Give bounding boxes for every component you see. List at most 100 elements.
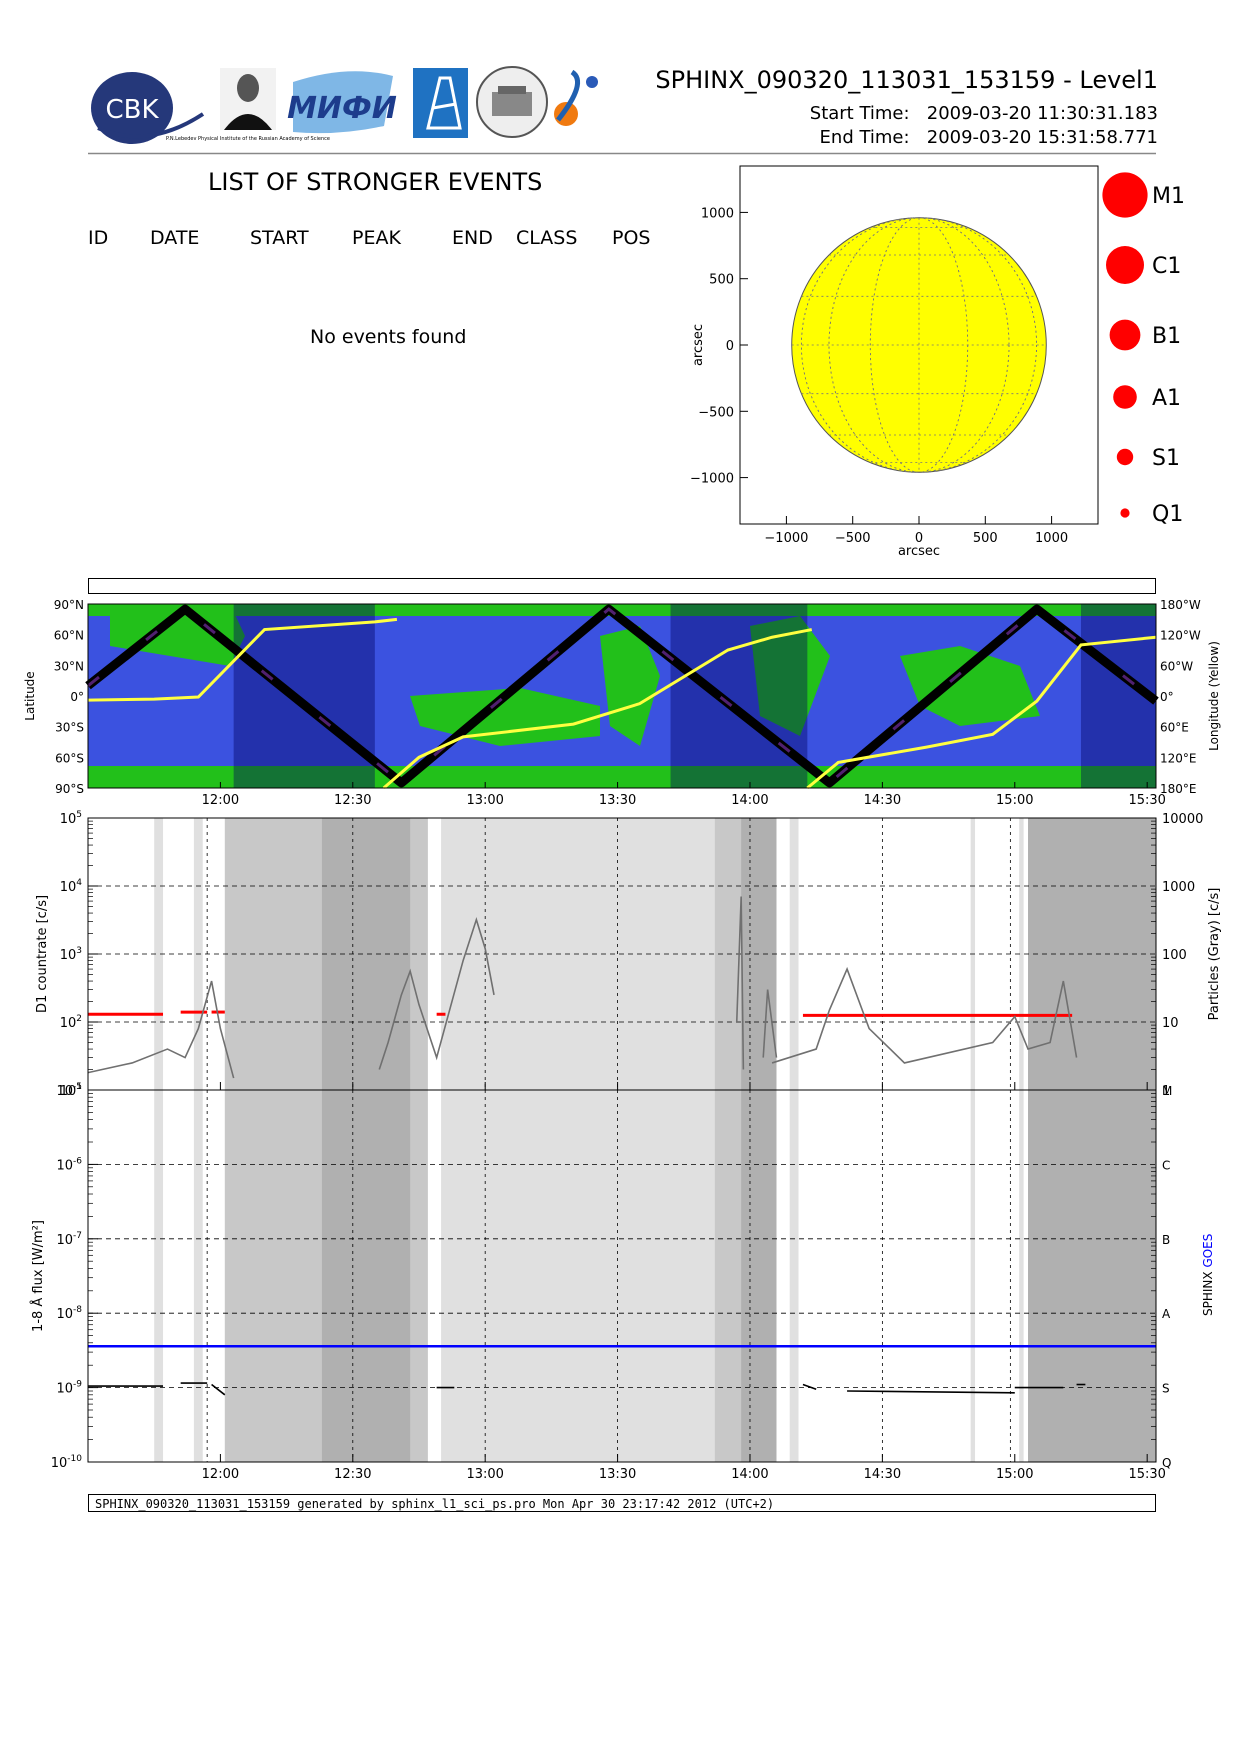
map-land-3 [750, 616, 830, 736]
col-start: START [250, 227, 309, 249]
flux-class-label-2: A [1162, 1307, 1171, 1321]
lat-tick-label-4: 30°S [55, 721, 84, 735]
d1-ylabel: D1 countrate [c/s] [35, 895, 50, 1013]
start-time-row: Start Time: 2009-03-20 11:30:31.183 [810, 102, 1158, 126]
flux-xtick-label-4: 14:00 [731, 1467, 768, 1482]
flux-shade-light-5 [970, 1090, 976, 1462]
lon-tick-label-5: 120°E [1160, 751, 1197, 765]
flux-class-label-0: Q [1162, 1456, 1171, 1470]
map-xtick-label-7: 15:30 [1128, 793, 1165, 808]
flux-shade-dark-2 [1028, 1090, 1156, 1462]
lat-tick-label-2: 30°N [54, 659, 84, 673]
flux-legend: SPHINX GOES [1201, 1234, 1215, 1316]
map-frame [87, 603, 1157, 789]
sun-ytick-label-1: −500 [698, 405, 734, 420]
d1-series-particles-2 [735, 896, 745, 1070]
d1-shade-light-6 [1019, 818, 1024, 1090]
flux-ytick-label-4: 10-6 [56, 1156, 82, 1173]
lat-tick-label-3: 0° [70, 690, 84, 704]
flux-xtick-label-0: 12:00 [202, 1467, 239, 1482]
lebedev-portrait: P.N.Lebedev Physical Institute of the Ru… [166, 68, 330, 142]
mifi-logo: МИФИ [287, 71, 397, 134]
d1-ytick-label-3: 104 [60, 878, 83, 895]
flux-class-label-1: S [1162, 1382, 1170, 1396]
flux-frame [87, 1089, 1157, 1463]
class-legend-marks: M1 C1 B1 A1 S1 Q1 [1102, 172, 1185, 527]
flux-shade-light-1 [193, 1090, 203, 1462]
d1-shade-light-0 [154, 818, 164, 1090]
longitude-track-0 [87, 617, 398, 702]
lon-tick-label-3: 0° [1160, 690, 1174, 704]
lat-tick-label-6: 90°S [55, 782, 84, 796]
col-pos: POS [612, 227, 651, 249]
map-eclipse-0 [233, 604, 375, 788]
map-ylabel-right: Longitude (Yellow) [1207, 641, 1221, 751]
legend-marker-b1 [1109, 319, 1141, 351]
mifi-logo-text: МИФИ [287, 91, 397, 126]
legend-label-m1: M1 [1152, 184, 1185, 209]
d1-ytick-label-0: 101 [60, 1082, 82, 1099]
sword-logo [413, 68, 468, 138]
flux-xtick-label-1: 12:30 [334, 1467, 371, 1482]
cbk-logo-sub: PAN [168, 81, 184, 90]
flux-series-sphinx-5 [847, 1390, 1015, 1394]
sun-xtick-label-3: 500 [973, 531, 998, 546]
start-time-value: 2009-03-20 11:30:31.183 [926, 103, 1158, 124]
sun-xtick-label-2: 0 [915, 531, 923, 546]
flux-shade-dark-0 [321, 1090, 411, 1462]
lebedev-caption: P.N.Lebedev Physical Institute of the Ru… [166, 136, 330, 142]
flux-shade-dark-1 [741, 1090, 777, 1462]
lon-tick-label-4: 60°E [1160, 721, 1189, 735]
flux-xtick-label-2: 13:00 [466, 1467, 503, 1482]
sun-ytick-label-3: 500 [709, 273, 734, 288]
legend-marker-m1 [1102, 172, 1148, 218]
flux-class-label-3: B [1162, 1233, 1170, 1247]
d1-ytick-label-4: 105 [60, 810, 82, 827]
lon-tick-label-1: 120°W [1160, 629, 1201, 643]
end-time-label: End Time: [819, 127, 910, 148]
time-range: Start Time: 2009-03-20 11:30:31.183 End … [810, 102, 1158, 150]
legend-label-a1: A1 [1152, 386, 1181, 411]
class-legend: M1 C1 B1 A1 S1 Q1 [1100, 165, 1240, 545]
flux-xtick-label-7: 15:30 [1128, 1467, 1165, 1482]
map-eclipse-1 [670, 604, 808, 788]
map-xtick-label-6: 15:00 [996, 793, 1033, 808]
flux-legend-sphinx: SPHINX [1201, 1271, 1215, 1316]
d1-ylabel-right: Particles (Gray) [c/s] [1207, 888, 1222, 1021]
d1-ytick-label-2: 103 [60, 946, 82, 963]
sun-xtick-label-0: −1000 [764, 531, 808, 546]
flux-ytick-label-0: 10-10 [51, 1454, 83, 1471]
col-class: CLASS [516, 227, 578, 249]
footer-credit: SPHINX_090320_113031_153159 generated by… [88, 1494, 1156, 1512]
col-peak: PEAK [352, 227, 401, 249]
col-date: DATE [150, 227, 200, 249]
d1-ytick-label-1: 102 [60, 1014, 82, 1031]
sun-map-xlabel: arcsec [898, 544, 940, 559]
legend-label-c1: C1 [1152, 254, 1181, 279]
map-ylabel-left: Latitude [23, 671, 37, 720]
map-xtick-label-1: 12:30 [334, 793, 371, 808]
d1-ytick-right-2: 100 [1162, 948, 1187, 963]
seal-logo [476, 66, 548, 138]
d1-ytick-right-0: 1 [1162, 1084, 1170, 1099]
sun-ytick-label-2: 0 [726, 339, 734, 354]
sun-map-ylabel: arcsec [691, 324, 706, 366]
flux-class-label-5: M [1162, 1084, 1172, 1098]
no-events-message: No events found [310, 326, 467, 348]
flux-ytick-label-2: 10-8 [56, 1305, 82, 1322]
d1-ytick-right-1: 10 [1162, 1016, 1179, 1031]
d1-ytick-right-4: 10000 [1162, 812, 1203, 827]
legend-label-s1: S1 [1152, 446, 1180, 471]
cbk-logo-text: CBK [105, 95, 159, 125]
flux-ytick-label-5: 10-5 [56, 1082, 82, 1099]
events-title: LIST OF STRONGER EVENTS [208, 168, 543, 196]
col-end: END [452, 227, 493, 249]
flux-xtick-label-6: 15:00 [996, 1467, 1033, 1482]
flux-shade-light-3 [441, 1090, 715, 1462]
lon-tick-label-2: 60°W [1160, 659, 1193, 673]
d1-countrate-panel: 101 102 103 104 105 1 10 100 1000 10000 D1 countra… [35, 810, 1222, 1099]
map-land-4 [900, 646, 1040, 726]
longitude-track-2 [806, 635, 1157, 790]
flux-shade-light-6 [1019, 1090, 1024, 1462]
cbk-logo: CBK PAN [91, 72, 205, 144]
